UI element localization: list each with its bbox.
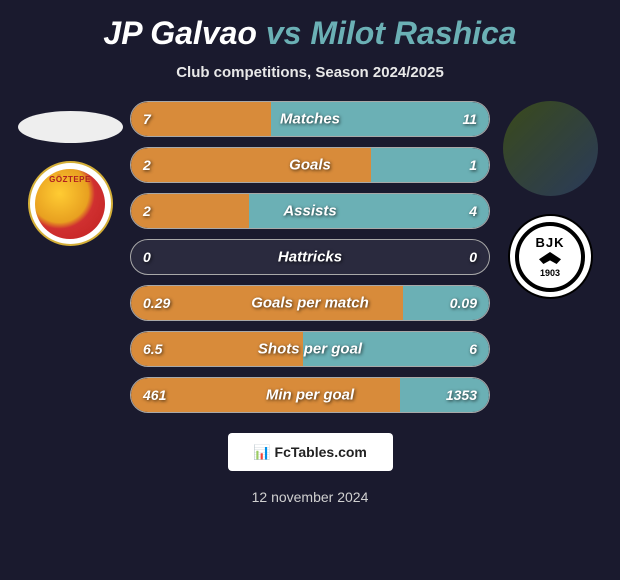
stat-value-left: 2 xyxy=(143,157,151,173)
date: 12 november 2024 xyxy=(0,489,620,505)
stat-value-right: 0 xyxy=(469,249,477,265)
stat-label: Hattricks xyxy=(278,249,342,266)
stat-value-right: 11 xyxy=(462,111,477,127)
stat-label: Goals per match xyxy=(251,295,369,312)
team2-initials: BJK xyxy=(535,235,564,250)
stat-value-left: 7 xyxy=(143,111,151,127)
team2-year: 1903 xyxy=(540,268,560,278)
stat-label: Assists xyxy=(283,203,336,220)
main-area: GÖZTEPE 7 11 Matches 2 1 Goals 2 4 Assists 0 0 Hatt… xyxy=(0,101,620,413)
stat-value-left: 0.29 xyxy=(143,295,170,311)
stat-value-right: 1 xyxy=(469,157,477,173)
stat-fill-left xyxy=(131,102,271,136)
stat-value-right: 0.09 xyxy=(450,295,477,311)
stat-value-right: 6 xyxy=(469,341,477,357)
stat-label: Goals xyxy=(289,157,331,174)
team1-badge: GÖZTEPE xyxy=(28,161,113,246)
stat-value-left: 0 xyxy=(143,249,151,265)
stat-fill-left xyxy=(131,148,371,182)
stat-label: Min per goal xyxy=(266,387,354,404)
chart-icon: 📊 xyxy=(253,444,270,461)
title-player1: JP Galvao xyxy=(103,15,257,51)
stat-bar: 6.5 6 Shots per goal xyxy=(130,331,490,367)
team1-badge-inner: GÖZTEPE xyxy=(35,169,105,239)
player2-photo xyxy=(503,101,598,196)
stat-bar: 2 4 Assists xyxy=(130,193,490,229)
eagle-icon xyxy=(539,252,561,264)
right-column: BJK 1903 xyxy=(500,101,600,299)
title-vs: vs xyxy=(266,15,302,51)
stat-value-right: 1353 xyxy=(446,387,477,403)
stat-bar: 0.29 0.09 Goals per match xyxy=(130,285,490,321)
stat-bar: 7 11 Matches xyxy=(130,101,490,137)
title: JP Galvao vs Milot Rashica xyxy=(0,15,620,52)
subtitle: Club competitions, Season 2024/2025 xyxy=(0,64,620,81)
stat-value-right: 4 xyxy=(469,203,477,219)
stat-label: Matches xyxy=(280,111,340,128)
player1-photo xyxy=(18,111,123,143)
stat-label: Shots per goal xyxy=(258,341,362,358)
stat-value-left: 6.5 xyxy=(143,341,162,357)
comparison-card: JP Galvao vs Milot Rashica Club competit… xyxy=(0,0,620,580)
team2-badge: BJK 1903 xyxy=(508,214,593,299)
title-player2: Milot Rashica xyxy=(310,15,516,51)
stat-value-left: 2 xyxy=(143,203,151,219)
team2-badge-inner: BJK 1903 xyxy=(515,222,585,292)
watermark-text: FcTables.com xyxy=(275,444,367,460)
stat-bar: 461 1353 Min per goal xyxy=(130,377,490,413)
stats-bars: 7 11 Matches 2 1 Goals 2 4 Assists 0 0 Hattricks 0.2… xyxy=(130,101,490,413)
watermark[interactable]: 📊 FcTables.com xyxy=(228,433,393,471)
left-column: GÖZTEPE xyxy=(20,101,120,246)
stat-value-left: 461 xyxy=(143,387,166,403)
stat-bar: 0 0 Hattricks xyxy=(130,239,490,275)
stat-bar: 2 1 Goals xyxy=(130,147,490,183)
